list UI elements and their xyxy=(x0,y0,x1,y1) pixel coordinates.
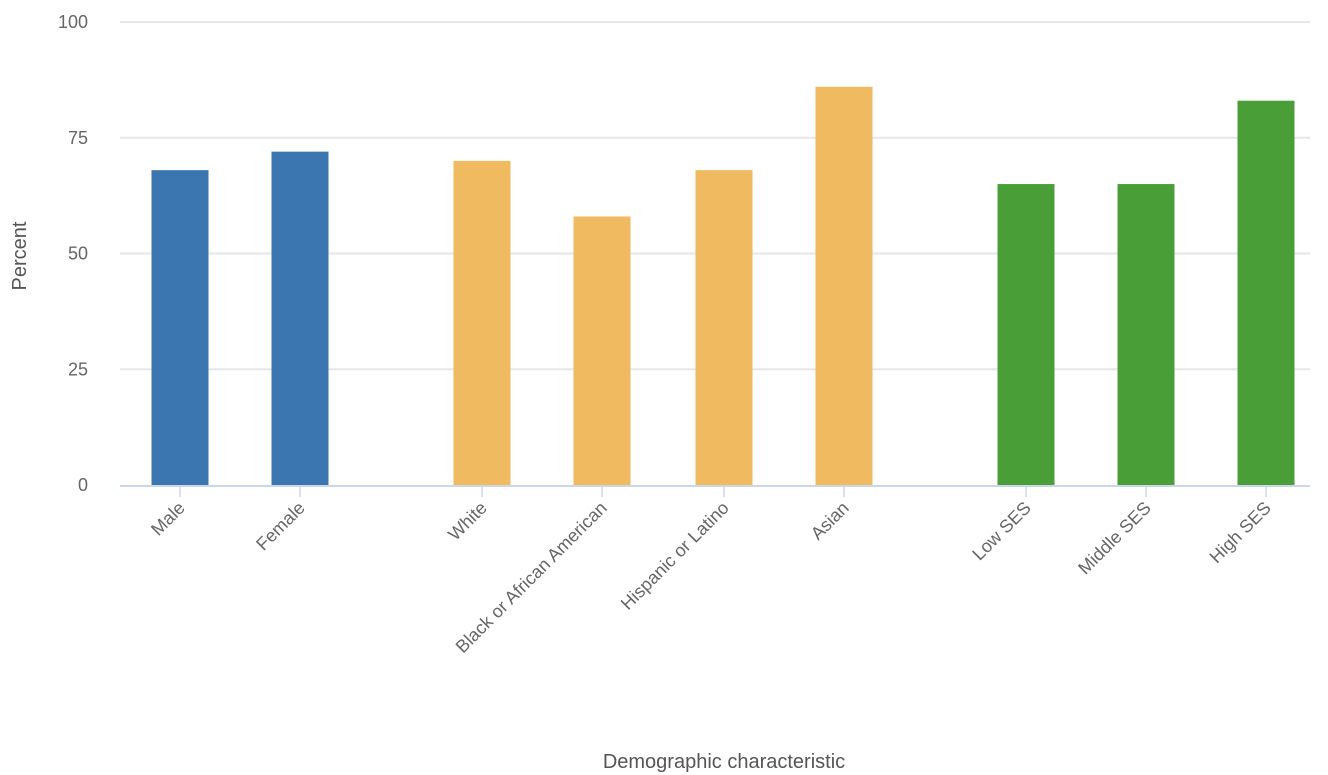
x-axis-title: Demographic characteristic xyxy=(603,751,845,773)
x-axis xyxy=(120,485,1310,497)
y-axis-tick-labels: 0 25 50 75 100 xyxy=(58,12,88,495)
bar-low-ses xyxy=(997,184,1055,486)
y-tick-label: 75 xyxy=(68,128,88,148)
bars xyxy=(151,86,1295,486)
x-tick-label: Female xyxy=(252,498,309,555)
bar-white xyxy=(453,160,511,485)
y-tick-label: 0 xyxy=(78,475,88,495)
bar-black-or-african-american xyxy=(573,216,631,485)
y-tick-label: 25 xyxy=(68,359,88,379)
y-tick-label: 50 xyxy=(68,244,88,264)
bar-female xyxy=(271,151,329,485)
x-tick-label: Male xyxy=(147,498,189,540)
bar-hispanic-or-latino xyxy=(695,170,753,485)
bar-asian xyxy=(815,86,873,485)
bar-male xyxy=(151,170,209,485)
x-tick-label: Low SES xyxy=(968,498,1035,565)
x-tick-label: Hispanic or Latino xyxy=(617,498,733,614)
x-tick-label: Middle SES xyxy=(1074,498,1155,579)
x-tick-label: High SES xyxy=(1205,498,1274,567)
y-axis-title: Percent xyxy=(9,221,31,290)
y-tick-label: 100 xyxy=(58,12,88,32)
x-tick-label: White xyxy=(444,498,491,545)
x-tick-label: Asian xyxy=(807,498,853,544)
bar-high-ses xyxy=(1237,100,1295,486)
bar-middle-ses xyxy=(1117,184,1175,486)
